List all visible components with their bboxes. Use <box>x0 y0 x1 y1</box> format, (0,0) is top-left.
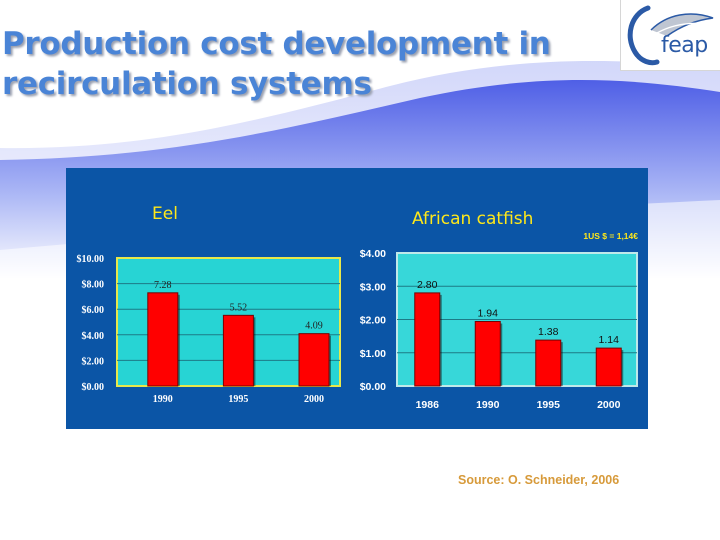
catfish-y-tick-label: $0.00 <box>360 381 386 393</box>
eel-data-label: 5.52 <box>230 302 248 313</box>
slide-title-line-1: Production cost development in <box>2 26 551 62</box>
eel-y-tick-label: $0.00 <box>82 382 105 393</box>
catfish-y-tick-label: $1.00 <box>360 348 386 360</box>
catfish-x-tick-label: 1986 <box>416 399 440 411</box>
eel-x-tick-label: 2000 <box>304 394 324 405</box>
charts-panel: $0.00 $2.00 $4.00 $6.00 $8.00 $10.00 7.28 1990 5… <box>66 168 648 429</box>
catfish-bar <box>535 339 562 387</box>
eel-x-tick-label: 1990 <box>153 394 173 405</box>
catfish-exchange-rate-note: 1US $ = 1,14€ <box>583 231 638 241</box>
catfish-x-tick-label: 1995 <box>537 399 561 411</box>
catfish-y-tick-label: $3.00 <box>360 281 386 293</box>
catfish-y-tick-label: $2.00 <box>360 315 386 327</box>
catfish-data-label: 1.14 <box>599 334 620 346</box>
source-citation: Source: O. Schneider, 2006 <box>458 473 620 487</box>
eel-y-tick-label: $2.00 <box>82 356 105 367</box>
catfish-y-tick-label: $4.00 <box>360 248 386 260</box>
catfish-bar <box>595 347 622 387</box>
eel-bar <box>298 333 330 387</box>
charts-svg: $0.00 $2.00 $4.00 $6.00 $8.00 $10.00 7.28 1990 5… <box>77 204 639 411</box>
catfish-x-tick-label: 1990 <box>476 399 500 411</box>
logo-text: feap <box>661 33 708 58</box>
eel-bar <box>147 292 179 387</box>
eel-bar <box>222 314 254 387</box>
eel-x-tick-label: 1995 <box>228 394 248 405</box>
eel-data-label: 4.09 <box>305 321 323 332</box>
catfish-bar <box>414 292 441 387</box>
slide-title: Production cost development in recircula… <box>2 24 551 104</box>
eel-y-tick-label: $6.00 <box>82 305 105 316</box>
eel-data-label: 7.28 <box>154 280 172 291</box>
catfish-bar <box>474 320 501 387</box>
catfish-x-tick-label: 2000 <box>597 399 621 411</box>
eel-y-tick-label: $4.00 <box>82 331 105 342</box>
catfish-data-label: 2.80 <box>417 279 438 291</box>
eel-y-tick-label: $10.00 <box>77 254 105 265</box>
catfish-chart-title: African catfish <box>412 209 533 229</box>
slide-title-line-2: recirculation systems <box>2 66 372 102</box>
eel-chart-title: Eel <box>152 204 178 224</box>
feap-logo: feap <box>620 0 720 71</box>
feap-logo-icon <box>627 5 714 66</box>
catfish-data-label: 1.38 <box>538 326 559 338</box>
eel-y-tick-label: $8.00 <box>82 280 105 291</box>
catfish-data-label: 1.94 <box>478 307 499 319</box>
